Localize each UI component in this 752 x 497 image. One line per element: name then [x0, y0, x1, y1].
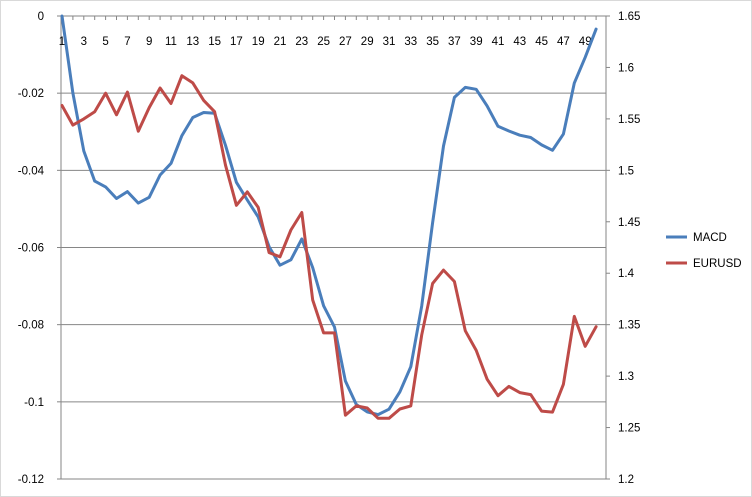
x-axis-tick-label: 37 [448, 36, 461, 48]
x-axis-tick-label: 47 [557, 36, 570, 48]
right-axis-tick-label: 1.5 [618, 165, 634, 177]
x-axis-tick-label: 9 [146, 36, 152, 48]
x-axis-tick-label: 41 [492, 36, 505, 48]
x-axis-tick-label: 39 [470, 36, 483, 48]
x-axis-tick-label: 31 [383, 36, 396, 48]
left-axis-tick-label: -0.06 [18, 243, 44, 255]
x-axis-tick-label: 33 [404, 36, 417, 48]
x-axis-tick-label: 11 [165, 36, 177, 48]
x-axis-tick-label: 5 [102, 36, 108, 48]
x-axis-tick-label: 3 [81, 36, 87, 48]
x-axis-tick-label: 29 [361, 36, 374, 48]
x-axis-tick-label: 7 [124, 36, 130, 48]
legend-label-macd: MACD [693, 232, 727, 244]
x-axis-tick-label: 21 [274, 36, 287, 48]
left-axis-tick-label: -0.02 [18, 88, 44, 100]
right-axis-tick-label: 1.2 [618, 474, 634, 486]
left-axis-tick-label: -0.08 [18, 320, 44, 332]
x-axis-tick-label: 25 [317, 36, 330, 48]
right-axis-tick-label: 1.4 [618, 268, 635, 280]
left-axis-tick-label: 0 [38, 11, 44, 23]
x-axis-tick-label: 19 [252, 36, 265, 48]
x-axis-tick-label: 45 [535, 36, 548, 48]
right-axis-tick-label: 1.35 [618, 320, 640, 332]
series-line-eurusd [60, 74, 598, 420]
left-axis-tick-label: -0.04 [18, 165, 45, 177]
x-axis-tick-label: 35 [426, 36, 439, 48]
x-axis-tick-label: 23 [295, 36, 308, 48]
x-axis-tick-label: 17 [230, 36, 243, 48]
right-axis-tick-label: 1.3 [618, 371, 634, 383]
right-axis-tick-label: 1.55 [618, 114, 640, 126]
left-axis-tick-label: -0.1 [24, 397, 44, 409]
x-axis-tick-label: 43 [513, 36, 526, 48]
right-axis-tick-label: 1.25 [618, 423, 640, 435]
right-axis-tick-label: 1.6 [618, 62, 634, 74]
legend-label-eurusd: EURUSD [693, 258, 742, 270]
x-axis-tick-label: 13 [186, 36, 199, 48]
left-axis-tick-label: -0.12 [18, 474, 44, 486]
x-axis-tick-label: 27 [339, 36, 352, 48]
right-axis-tick-label: 1.45 [618, 217, 640, 229]
x-axis-tick-label: 15 [208, 36, 221, 48]
series-line-macd [60, 14, 598, 417]
right-axis-tick-label: 1.65 [618, 11, 640, 23]
x-axis-tick-label: 1 [59, 36, 65, 48]
